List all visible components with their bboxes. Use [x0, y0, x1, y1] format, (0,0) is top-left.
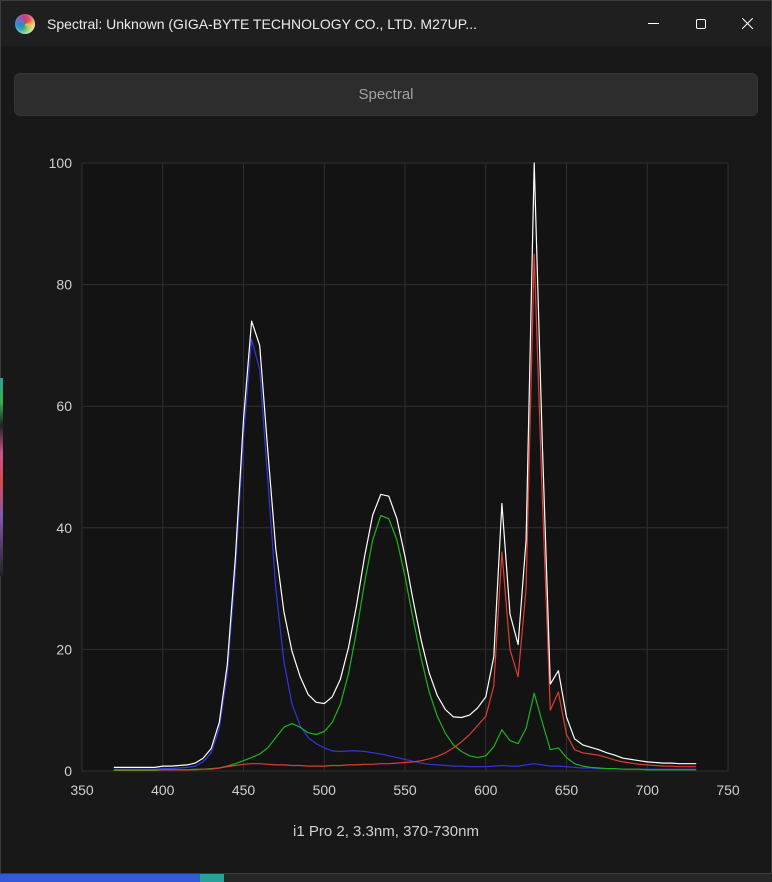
minimize-button[interactable]	[630, 1, 677, 46]
y-tick-label: 0	[64, 763, 72, 779]
background-window-sliver-bottom	[0, 874, 772, 882]
y-tick-label: 20	[56, 641, 72, 657]
x-tick-label: 500	[313, 782, 337, 798]
app-icon	[15, 13, 35, 34]
x-tick-label: 750	[716, 782, 740, 798]
background-window-sliver-left	[0, 378, 3, 576]
x-tick-label: 600	[474, 782, 498, 798]
y-tick-label: 60	[56, 398, 72, 414]
background-statusbar-blue	[0, 874, 200, 882]
window-title: Spectral: Unknown (GIGA-BYTE TECHNOLOGY …	[47, 15, 477, 32]
close-button[interactable]	[724, 1, 771, 46]
spectral-chart: 350 400 450 500 550 600 650 700 750 0 20 40 60 80 100	[49, 155, 740, 798]
white-spectral-curve	[113, 162, 697, 769]
spectral-button-label: Spectral	[358, 86, 414, 103]
titlebar[interactable]: Spectral: Unknown (GIGA-BYTE TECHNOLOGY …	[1, 1, 771, 46]
chart-caption: i1 Pro 2, 3.3nm, 370-730nm	[293, 823, 479, 840]
x-tick-label: 650	[555, 782, 579, 798]
x-tick-label: 700	[636, 782, 660, 798]
spectral-button[interactable]: Spectral	[14, 73, 758, 116]
window-controls	[630, 1, 771, 46]
chart-area: 350 400 450 500 550 600 650 700 750 0 20 40 60 80 100	[24, 151, 748, 811]
background-statusbar-teal	[200, 874, 224, 882]
red-spectral-curve	[113, 253, 697, 771]
maximize-button[interactable]	[677, 1, 724, 46]
close-icon	[741, 17, 754, 30]
x-tick-label: 450	[232, 782, 256, 798]
y-tick-label: 100	[49, 155, 73, 171]
maximize-icon	[695, 18, 706, 29]
x-tick-label: 550	[393, 782, 417, 798]
minimize-icon	[648, 22, 659, 25]
window-client-area: Spectral 350 400 450 500 550 600 650 700 750 0 20 4…	[1, 46, 771, 873]
y-tick-label: 80	[56, 277, 72, 293]
x-tick-label: 350	[70, 782, 94, 798]
y-tick-label: 40	[56, 520, 72, 536]
x-tick-label: 400	[151, 782, 175, 798]
